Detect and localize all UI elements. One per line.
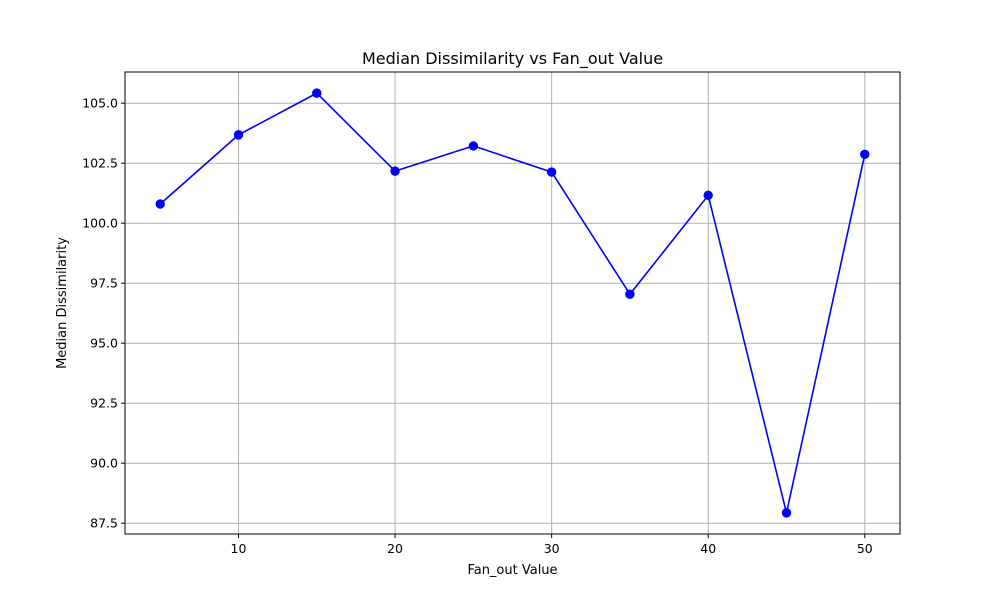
data-point: [860, 149, 870, 160]
data-point: [233, 130, 244, 140]
x-tick-label: 20: [387, 541, 403, 556]
x-tick-label: 40: [700, 541, 716, 556]
y-axis-label: Median Dissimilarity: [55, 237, 70, 369]
series-layer: [155, 88, 870, 518]
y-tick-label: 95.0: [90, 336, 118, 351]
x-tick-label: 50: [857, 541, 873, 556]
tick-layer: 10 20 30 40 50 87.5 90.0 92.5 95.0 97.5 100.0 102.5…: [82, 96, 873, 556]
data-point: [703, 190, 713, 201]
y-tick-label: 87.5: [90, 516, 118, 531]
data-point: [781, 508, 792, 518]
plot-frame: [124, 71, 901, 535]
data-point: [468, 141, 479, 151]
data-point: [390, 166, 400, 176]
data-point: [546, 167, 557, 177]
y-tick-label: 90.0: [90, 456, 118, 471]
x-tick-label: 10: [231, 541, 247, 556]
y-tick-label: 92.5: [90, 396, 118, 411]
data-point: [155, 199, 165, 209]
y-tick-label: 102.5: [82, 156, 118, 171]
y-tick-label: 100.0: [82, 216, 118, 231]
x-tick-label: 30: [544, 541, 560, 556]
x-axis-label: Fan_out Value: [467, 563, 557, 578]
y-tick-label: 105.0: [82, 96, 118, 111]
y-tick-label: 97.5: [90, 276, 118, 291]
series-line: [159, 92, 866, 514]
data-point: [625, 289, 635, 299]
chart-title: Median Dissimilarity vs Fan_out Value: [362, 49, 663, 69]
grid-layer: [125, 72, 900, 534]
data-point: [312, 88, 322, 98]
